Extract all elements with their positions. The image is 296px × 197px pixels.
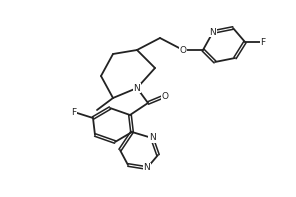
Text: O: O xyxy=(179,46,186,55)
Text: F: F xyxy=(71,108,77,116)
Text: O: O xyxy=(162,91,168,100)
Text: N: N xyxy=(210,28,216,36)
Text: N: N xyxy=(149,134,155,142)
Text: N: N xyxy=(133,84,140,93)
Text: N: N xyxy=(144,164,150,173)
Text: F: F xyxy=(260,37,266,46)
